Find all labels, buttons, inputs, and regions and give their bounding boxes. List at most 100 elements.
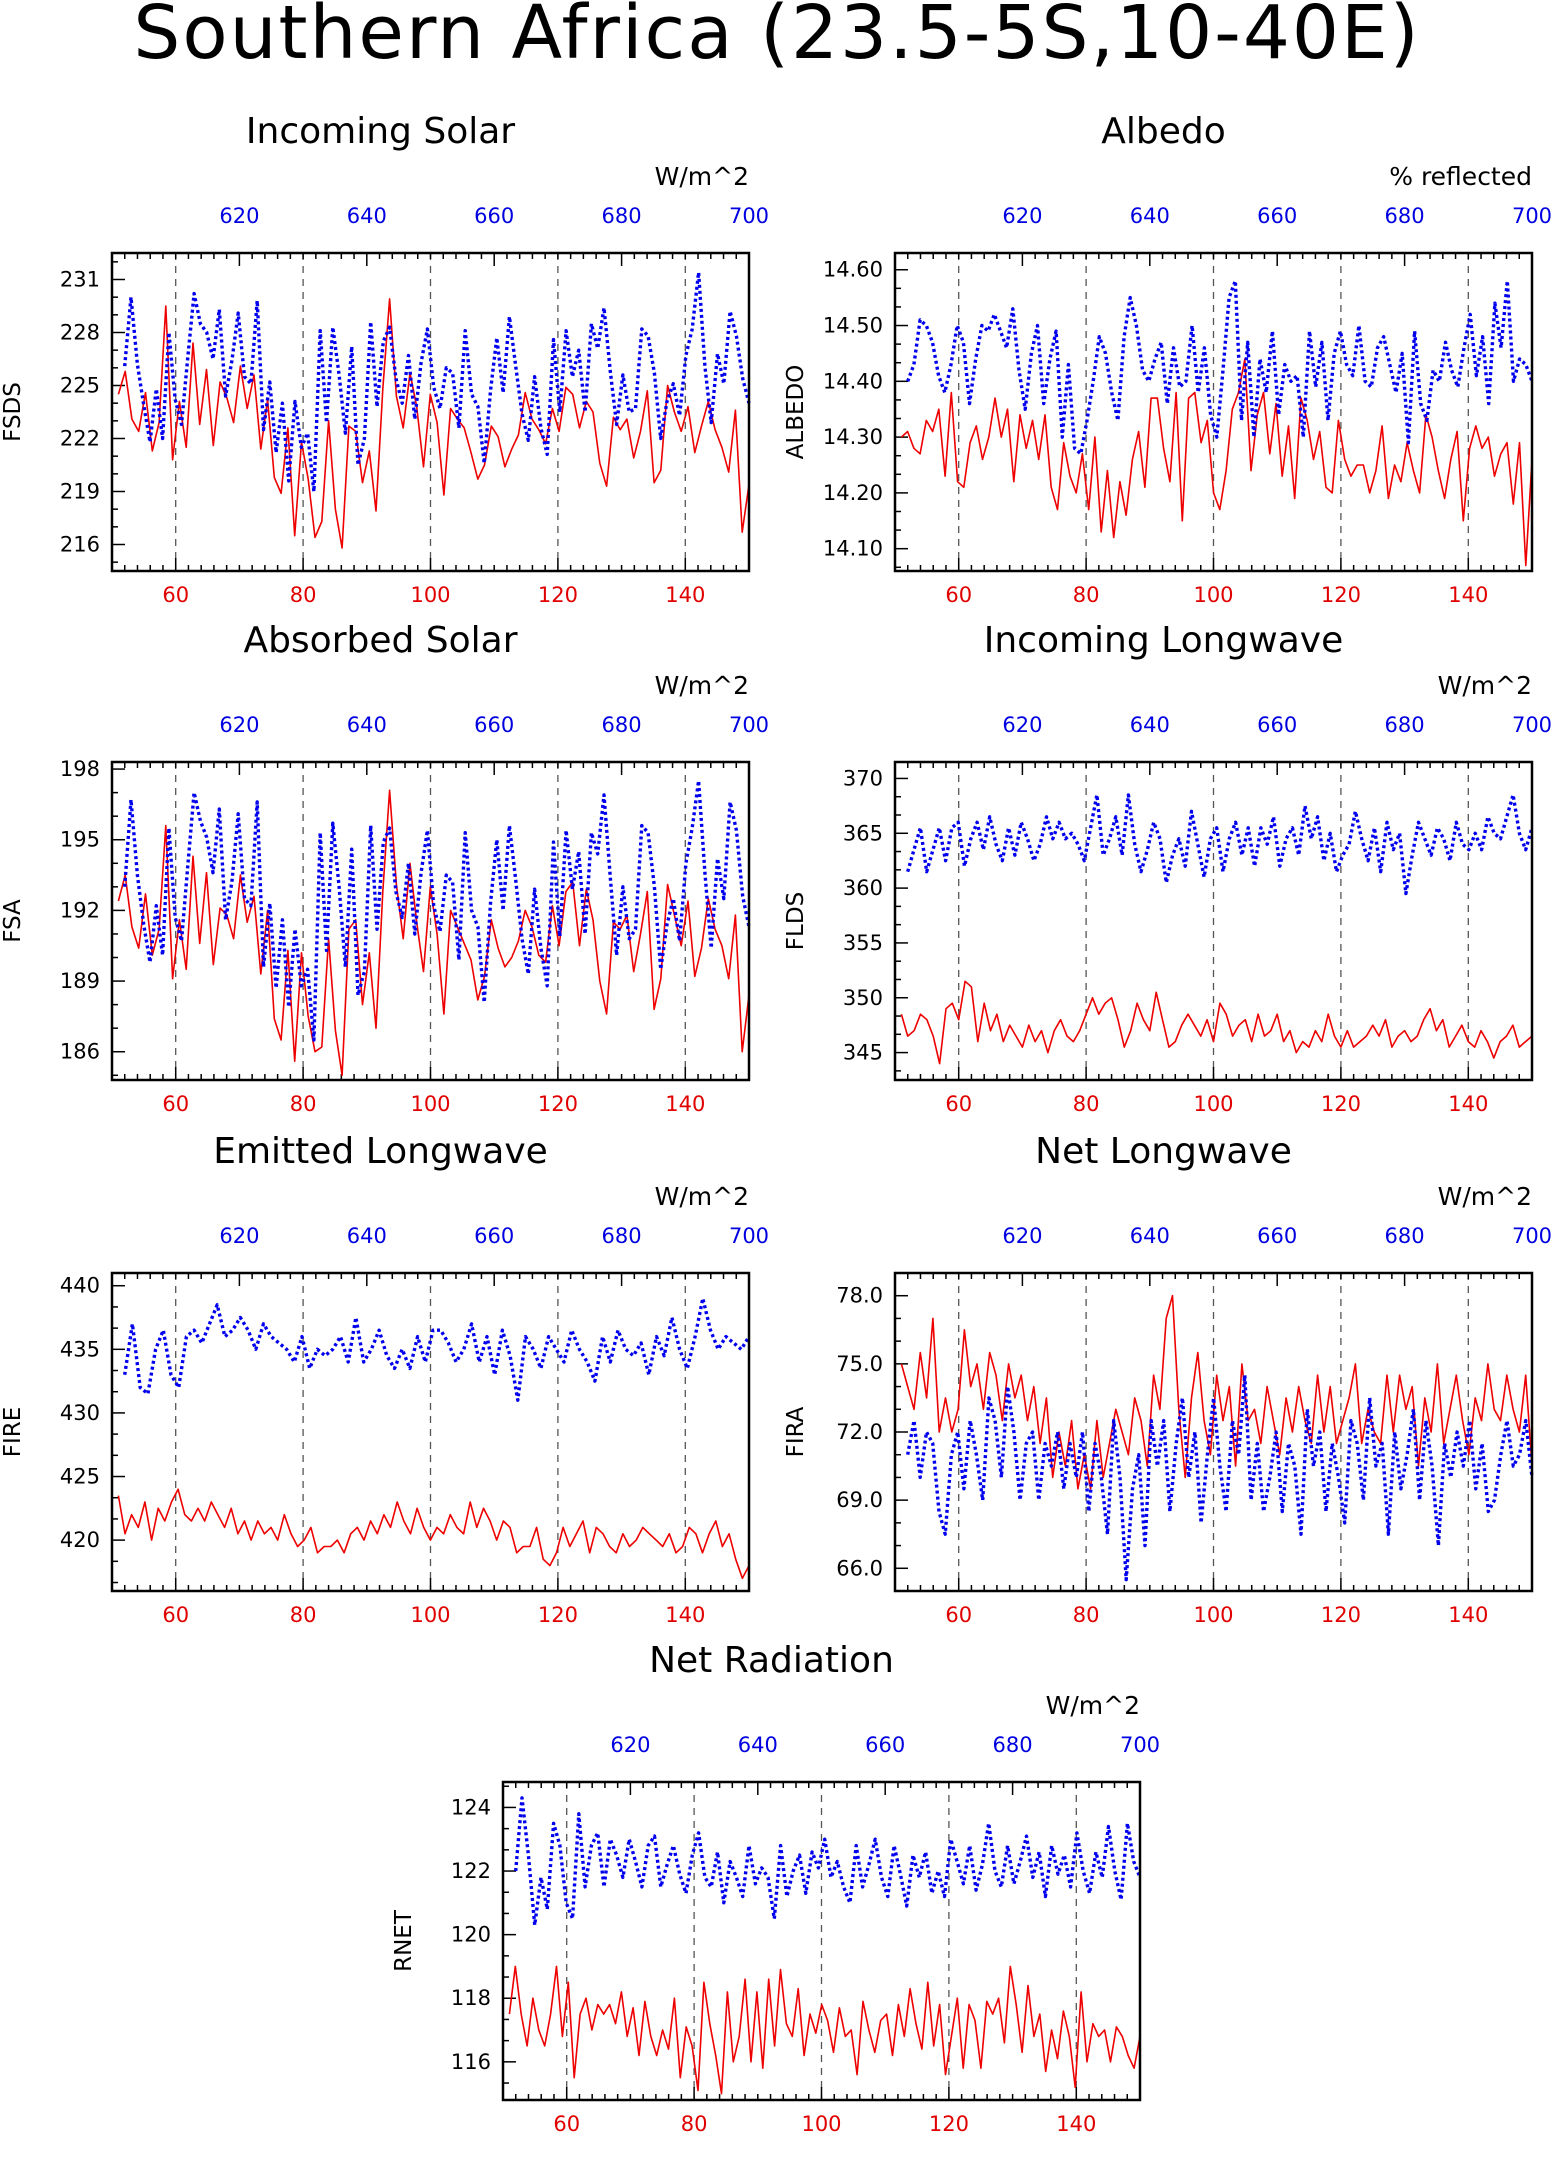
chart-0-ytick-label: 216 <box>60 533 100 557</box>
chart-0-series-bottom-solid <box>117 298 750 549</box>
chart-2-ytick-label: 195 <box>60 828 100 852</box>
chart-6-xtick-label-bottom: 60 <box>553 2112 580 2136</box>
chart-4-title: Emitted Longwave <box>213 1131 548 1172</box>
chart-3-xtick-label-bottom: 140 <box>1448 1092 1488 1116</box>
chart-2: Absorbed Solar W/m^2 FSA 60 80 100 120 140 620 64… <box>0 620 769 1116</box>
chart-3-xtick-label-bottom: 60 <box>945 1092 972 1116</box>
chart-2-frame <box>110 760 751 1082</box>
chart-2-xtick-label-bottom: 140 <box>665 1092 705 1116</box>
chart-6-ylabel: RNET <box>391 1909 417 1972</box>
chart-4-series-bottom-solid <box>117 1488 750 1580</box>
chart-4-xtick-label-top: 640 <box>347 1224 387 1248</box>
chart-2-units: W/m^2 <box>655 671 749 700</box>
chart-3-title: Incoming Longwave <box>984 620 1344 661</box>
chart-5-units: W/m^2 <box>1438 1182 1532 1211</box>
chart-1-ytick-label: 14.50 <box>823 314 883 338</box>
chart-1-ytick-label: 14.30 <box>823 425 883 449</box>
chart-4-frame <box>110 1271 751 1593</box>
chart-6-ytick-label: 120 <box>451 1923 491 1947</box>
chart-1-ytick-label: 14.10 <box>823 537 883 561</box>
chart-2-xtick-label-top: 700 <box>729 713 769 737</box>
chart-1-xtick-label-bottom: 100 <box>1193 583 1233 607</box>
chart-0-ylabel: FSDS <box>0 382 26 442</box>
chart-0-xtick-label-bottom: 80 <box>290 583 317 607</box>
chart-5-xtick-label-top: 640 <box>1130 1224 1170 1248</box>
chart-3-xtick-label-top: 680 <box>1385 713 1425 737</box>
chart-1-xtick-label-top: 680 <box>1385 204 1425 228</box>
chart-3-xtick-label-top: 640 <box>1130 713 1170 737</box>
chart-3-xtick-label-top: 700 <box>1512 713 1552 737</box>
chart-6-xtick-label-top: 680 <box>993 1733 1033 1757</box>
chart-0-xtick-label-bottom: 120 <box>538 583 578 607</box>
chart-4-ylabel: FIRE <box>0 1407 26 1458</box>
chart-3-frame <box>893 760 1534 1082</box>
chart-2-series-top-dotted <box>123 779 751 1042</box>
chart-0-xtick-label-bottom: 60 <box>162 583 189 607</box>
chart-1-xtick-label-top: 620 <box>1002 204 1042 228</box>
chart-5-ytick-label: 69.0 <box>836 1488 883 1512</box>
chart-4-ytick-label: 430 <box>60 1401 100 1425</box>
chart-1-ylabel: ALBEDO <box>783 365 809 460</box>
chart-1-xtick-label-bottom: 60 <box>945 583 972 607</box>
chart-3-xtick-label-bottom: 100 <box>1193 1092 1233 1116</box>
chart-3-xtick-label-top: 620 <box>1002 713 1042 737</box>
chart-5-series-bottom-solid <box>900 1294 1533 1490</box>
chart-5: Net Longwave W/m^2 FIRA 60 80 100 120 140 620 640… <box>783 1131 1552 1627</box>
chart-3-units: W/m^2 <box>1438 671 1532 700</box>
chart-6-ytick-label: 122 <box>451 1859 491 1883</box>
chart-0-frame <box>110 251 751 573</box>
chart-6-xtick-label-bottom: 100 <box>801 2112 841 2136</box>
chart-6-units: W/m^2 <box>1046 1691 1140 1720</box>
chart-3-ytick-label: 365 <box>843 821 883 845</box>
chart-6-xtick-label-top: 700 <box>1120 1733 1160 1757</box>
chart-2-xtick-label-top: 680 <box>602 713 642 737</box>
chart-5-ytick-label: 75.0 <box>836 1352 883 1376</box>
chart-2-xtick-label-top: 640 <box>347 713 387 737</box>
chart-0-xtick-label-top: 620 <box>219 204 259 228</box>
chart-2-ytick-label: 186 <box>60 1040 100 1064</box>
chart-2-xtick-label-bottom: 80 <box>290 1092 317 1116</box>
chart-0-ytick-label: 228 <box>60 321 100 345</box>
chart-4: Emitted Longwave W/m^2 FIRE 60 80 100 120 140 62… <box>0 1131 769 1627</box>
chart-5-xtick-label-top: 700 <box>1512 1224 1552 1248</box>
chart-1-xtick-label-bottom: 120 <box>1321 583 1361 607</box>
figure-title: Southern Africa (23.5-5S,10-40E) <box>133 0 1420 76</box>
chart-5-xtick-label-top: 680 <box>1385 1224 1425 1248</box>
chart-3: Incoming Longwave W/m^2 FLDS 60 80 100 120 140 6… <box>783 620 1552 1116</box>
chart-3-ytick-label: 350 <box>843 986 883 1010</box>
chart-4-xtick-label-bottom: 80 <box>290 1603 317 1627</box>
chart-2-xtick-label-top: 620 <box>219 713 259 737</box>
chart-6-title: Net Radiation <box>649 1640 894 1681</box>
chart-6-series-top-dotted <box>514 1796 1142 1927</box>
chart-6-xtick-label-bottom: 120 <box>929 2112 969 2136</box>
chart-1-frame <box>893 251 1534 573</box>
chart-6-xtick-label-top: 620 <box>610 1733 650 1757</box>
chart-1-series-bottom-solid <box>900 358 1533 567</box>
chart-5-ytick-label: 66.0 <box>836 1556 883 1580</box>
chart-4-xtick-label-top: 700 <box>729 1224 769 1248</box>
chart-2-ytick-label: 192 <box>60 898 100 922</box>
chart-5-title: Net Longwave <box>1035 1131 1292 1172</box>
chart-2-series-bottom-solid <box>117 789 750 1077</box>
chart-4-xtick-label-bottom: 60 <box>162 1603 189 1627</box>
chart-3-ytick-label: 360 <box>843 876 883 900</box>
chart-6-xtick-label-bottom: 140 <box>1056 2112 1096 2136</box>
chart-5-series-top-dotted <box>906 1373 1534 1582</box>
chart-5-frame <box>893 1271 1534 1593</box>
chart-1-ytick-label: 14.20 <box>823 481 883 505</box>
chart-1-ytick-label: 14.40 <box>823 369 883 393</box>
chart-5-ylabel: FIRA <box>783 1406 809 1457</box>
chart-5-ytick-label: 72.0 <box>836 1420 883 1444</box>
chart-6-ytick-label: 118 <box>451 1986 491 2010</box>
chart-1-units: % reflected <box>1389 162 1532 191</box>
chart-4-xtick-label-top: 680 <box>602 1224 642 1248</box>
chart-5-xtick-label-bottom: 120 <box>1321 1603 1361 1627</box>
chart-2-ytick-label: 198 <box>60 757 100 781</box>
chart-0-xtick-label-top: 680 <box>602 204 642 228</box>
chart-2-title: Absorbed Solar <box>243 620 517 661</box>
chart-4-ytick-label: 440 <box>60 1274 100 1298</box>
chart-1-series-top-dotted <box>906 279 1534 456</box>
chart-3-xtick-label-bottom: 80 <box>1073 1092 1100 1116</box>
chart-1-xtick-label-bottom: 140 <box>1448 583 1488 607</box>
chart-4-xtick-label-bottom: 120 <box>538 1603 578 1627</box>
